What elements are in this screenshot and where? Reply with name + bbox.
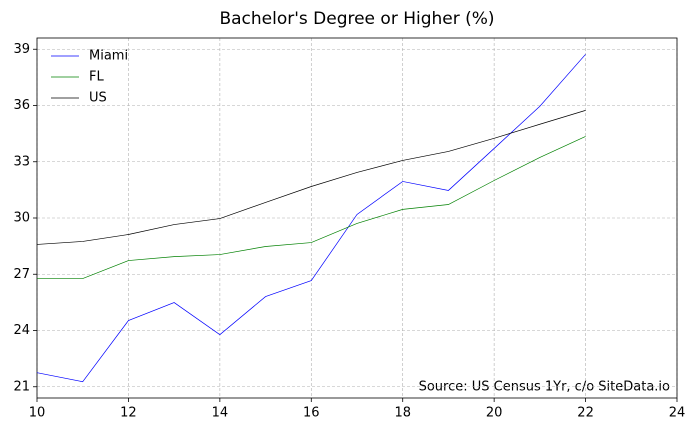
x-tick-label: 16 bbox=[303, 406, 320, 421]
y-tick-label: 39 bbox=[13, 42, 30, 57]
x-tick-label: 10 bbox=[29, 406, 46, 421]
x-tick-label: 24 bbox=[669, 406, 686, 421]
chart-title: Bachelor's Degree or Higher (%) bbox=[219, 9, 494, 29]
legend-label: Miami bbox=[89, 49, 128, 64]
y-tick-label: 36 bbox=[13, 98, 30, 113]
x-tick-label: 12 bbox=[120, 406, 137, 421]
plot-frame bbox=[36, 37, 678, 399]
y-tick-label: 33 bbox=[13, 154, 30, 169]
y-tick-label: 27 bbox=[13, 267, 30, 282]
line-series bbox=[37, 136, 586, 279]
line-series bbox=[36, 110, 586, 245]
x-tick-label: 14 bbox=[212, 406, 229, 421]
x-tick-label: 18 bbox=[394, 406, 411, 421]
legend-label: FL bbox=[89, 70, 104, 85]
y-tick-label: 30 bbox=[13, 211, 30, 226]
line-series bbox=[36, 54, 586, 383]
y-tick-label: 24 bbox=[13, 323, 30, 338]
x-tick-label: 20 bbox=[486, 406, 503, 421]
y-tick-label: 21 bbox=[13, 379, 30, 394]
legend-label: US bbox=[89, 91, 107, 106]
x-tick-label: 22 bbox=[577, 406, 594, 421]
